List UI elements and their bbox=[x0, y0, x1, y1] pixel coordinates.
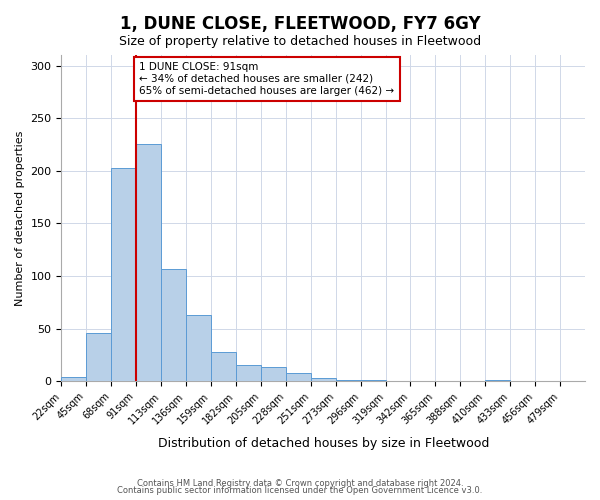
Text: Contains public sector information licensed under the Open Government Licence v3: Contains public sector information licen… bbox=[118, 486, 482, 495]
Bar bbox=[86, 333, 111, 382]
Y-axis label: Number of detached properties: Number of detached properties bbox=[15, 130, 25, 306]
Bar bbox=[311, 378, 335, 382]
X-axis label: Distribution of detached houses by size in Fleetwood: Distribution of detached houses by size … bbox=[158, 437, 489, 450]
Bar bbox=[161, 268, 186, 382]
Bar bbox=[286, 373, 311, 382]
Bar bbox=[111, 168, 136, 382]
Bar bbox=[261, 366, 286, 382]
Bar bbox=[485, 380, 510, 382]
Bar bbox=[361, 380, 386, 382]
Text: Contains HM Land Registry data © Crown copyright and database right 2024.: Contains HM Land Registry data © Crown c… bbox=[137, 478, 463, 488]
Bar bbox=[236, 366, 261, 382]
Bar bbox=[335, 380, 361, 382]
Bar bbox=[211, 352, 236, 382]
Bar bbox=[186, 315, 211, 382]
Bar bbox=[61, 377, 86, 382]
Text: 1 DUNE CLOSE: 91sqm
← 34% of detached houses are smaller (242)
65% of semi-detac: 1 DUNE CLOSE: 91sqm ← 34% of detached ho… bbox=[139, 62, 395, 96]
Bar bbox=[136, 144, 161, 382]
Text: 1, DUNE CLOSE, FLEETWOOD, FY7 6GY: 1, DUNE CLOSE, FLEETWOOD, FY7 6GY bbox=[119, 15, 481, 33]
Text: Size of property relative to detached houses in Fleetwood: Size of property relative to detached ho… bbox=[119, 35, 481, 48]
